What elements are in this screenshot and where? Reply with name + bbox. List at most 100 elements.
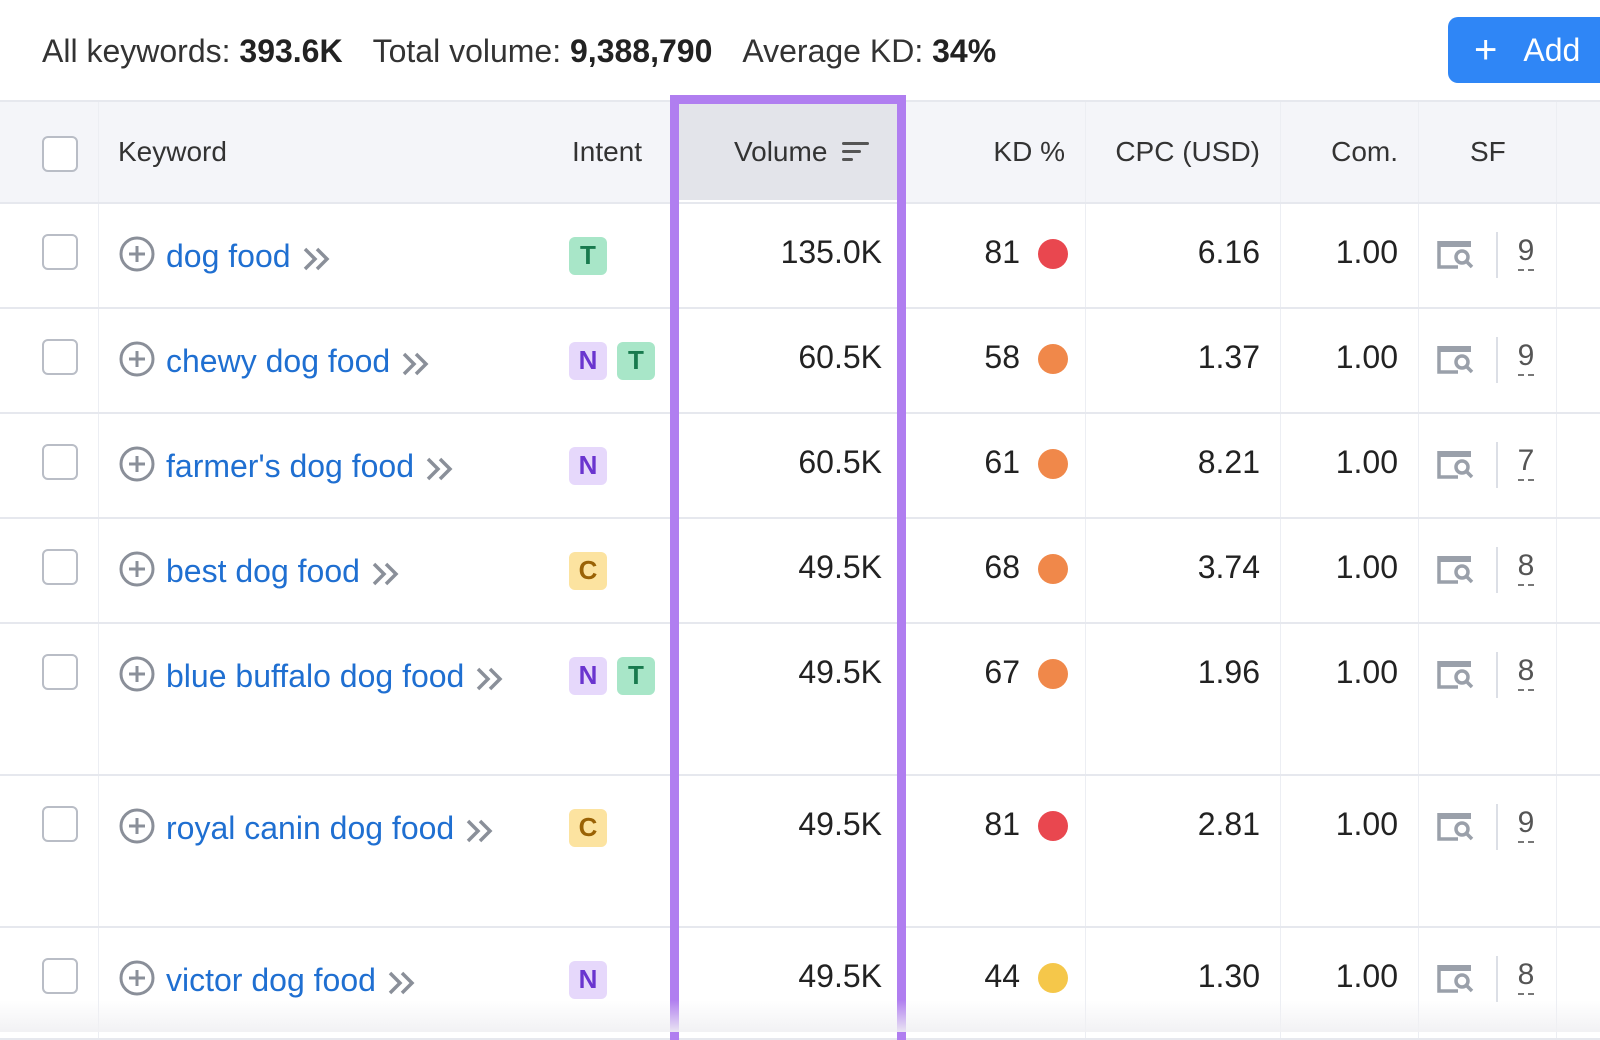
intent-badge[interactable]: T (569, 236, 607, 275)
serp-features-count[interactable]: 8 (1514, 958, 1538, 995)
keyword-cell: farmer's dog food (166, 442, 526, 490)
column-header-keyword[interactable]: Keyword (118, 102, 227, 202)
competition-cell: 1.00 (1335, 806, 1398, 842)
keyword-link[interactable]: best dog food (166, 553, 360, 589)
keyword-overview-arrows-icon[interactable] (301, 245, 333, 273)
add-to-list-icon[interactable] (118, 340, 156, 378)
kd-value: 68 (984, 549, 1020, 585)
keyword-cell: victor dog food (166, 956, 526, 1004)
keyword-overview-arrows-icon[interactable] (400, 350, 432, 378)
add-to-list-icon[interactable] (118, 807, 156, 845)
serp-features-count-value: 7 (1517, 444, 1535, 481)
serp-features-icon[interactable] (1436, 238, 1476, 270)
row-checkbox[interactable] (42, 549, 78, 585)
intent-badge[interactable]: N (569, 446, 607, 485)
row-checkbox[interactable] (42, 234, 78, 270)
intent-badge[interactable]: N (569, 341, 607, 380)
volume-cell: 49.5K (798, 549, 882, 585)
intent-cell: C (569, 807, 617, 847)
keyword-link[interactable]: dog food (166, 238, 291, 274)
intent-badge[interactable]: C (569, 551, 607, 590)
volume-cell: 49.5K (798, 806, 882, 842)
row-checkbox[interactable] (42, 444, 78, 480)
serp-features-count[interactable]: 9 (1514, 339, 1538, 376)
cpc-cell: 8.21 (1197, 444, 1260, 480)
serp-features-count[interactable]: 8 (1514, 654, 1538, 691)
serp-features-icon[interactable] (1436, 553, 1476, 585)
serp-features-count[interactable]: 7 (1514, 444, 1538, 481)
keyword-overview-arrows-icon[interactable] (424, 455, 456, 483)
serp-features-icon[interactable] (1436, 810, 1476, 842)
serp-features-count[interactable]: 9 (1514, 234, 1538, 271)
table-row: royal canin dog food C 49.5K 81 2.81 1.0… (0, 776, 1600, 928)
cpc-cell: 3.74 (1197, 549, 1260, 585)
serp-features-count[interactable]: 8 (1514, 549, 1538, 586)
row-checkbox[interactable] (42, 654, 78, 690)
table-row: best dog food C 49.5K 68 3.74 1.00 8 (0, 519, 1600, 624)
add-to-list-icon[interactable] (118, 235, 156, 273)
add-to-list-icon[interactable] (118, 655, 156, 693)
intent-badge[interactable]: T (617, 656, 655, 695)
sf-separator (1496, 232, 1498, 278)
column-header-volume-label: Volume (734, 136, 828, 167)
add-to-list-icon[interactable] (118, 550, 156, 588)
kd-difficulty-dot (1038, 659, 1068, 689)
cpc-cell: 1.37 (1197, 339, 1260, 375)
competition-cell: 1.00 (1335, 234, 1398, 270)
column-header-volume[interactable]: Volume (734, 102, 871, 202)
intent-badge[interactable]: N (569, 960, 607, 999)
cpc-cell: 1.30 (1197, 958, 1260, 994)
keyword-cell: royal canin dog food (166, 804, 526, 852)
column-header-intent[interactable]: Intent (572, 102, 642, 202)
intent-badge[interactable]: C (569, 808, 607, 847)
competition-cell: 1.00 (1335, 444, 1398, 480)
keyword-cell: best dog food (166, 547, 526, 595)
sf-separator (1496, 442, 1498, 488)
keyword-overview-arrows-icon[interactable] (474, 665, 506, 693)
intent-badge[interactable]: N (569, 656, 607, 695)
row-checkbox[interactable] (42, 806, 78, 842)
keyword-link[interactable]: victor dog food (166, 962, 376, 998)
serp-features-icon[interactable] (1436, 962, 1476, 994)
total-volume-label: Total volume: (372, 32, 562, 69)
column-header-cpc[interactable]: CPC (USD) (1090, 102, 1260, 202)
serp-features-icon[interactable] (1436, 343, 1476, 375)
average-kd-label: Average KD: (742, 32, 924, 69)
kd-value: 61 (984, 444, 1020, 480)
keyword-link[interactable]: royal canin dog food (166, 810, 455, 846)
row-checkbox[interactable] (42, 958, 78, 994)
add-to-list-icon[interactable] (118, 959, 156, 997)
column-header-kd[interactable]: KD % (960, 102, 1065, 202)
serp-features-icon[interactable] (1436, 448, 1476, 480)
keyword-overview-arrows-icon[interactable] (464, 817, 496, 845)
keyword-overview-arrows-icon[interactable] (386, 969, 418, 997)
keyword-overview-arrows-icon[interactable] (370, 560, 402, 588)
average-kd-value: 34% (932, 32, 997, 69)
keyword-link[interactable]: blue buffalo dog food (166, 658, 465, 694)
intent-cell: T (569, 235, 617, 275)
intent-cell: N (569, 445, 617, 485)
sf-separator (1496, 956, 1498, 1002)
competition-cell: 1.00 (1335, 958, 1398, 994)
column-header-sf[interactable]: SF (1470, 102, 1506, 202)
add-to-list-icon[interactable] (118, 445, 156, 483)
cpc-cell: 2.81 (1197, 806, 1260, 842)
serp-features-icon[interactable] (1436, 658, 1476, 690)
keyword-link[interactable]: chewy dog food (166, 343, 391, 379)
table-row: farmer's dog food N 60.5K 61 8.21 1.00 7 (0, 414, 1600, 519)
row-checkbox[interactable] (42, 339, 78, 375)
all-keywords-value: 393.6K (239, 32, 343, 69)
sort-descending-icon[interactable] (841, 140, 871, 164)
select-all-checkbox[interactable] (42, 136, 78, 172)
volume-cell: 60.5K (798, 444, 882, 480)
column-header-com[interactable]: Com. (1290, 102, 1398, 202)
serp-features-count[interactable]: 9 (1514, 806, 1538, 843)
intent-badge[interactable]: T (617, 341, 655, 380)
table-row: dog food T 135.0K 81 6.16 1.00 9 (0, 204, 1600, 309)
intent-cell: C (569, 550, 617, 590)
serp-features-count-value: 8 (1517, 654, 1535, 691)
keyword-link[interactable]: farmer's dog food (166, 448, 415, 484)
add-button[interactable]: + Add (1448, 17, 1600, 83)
